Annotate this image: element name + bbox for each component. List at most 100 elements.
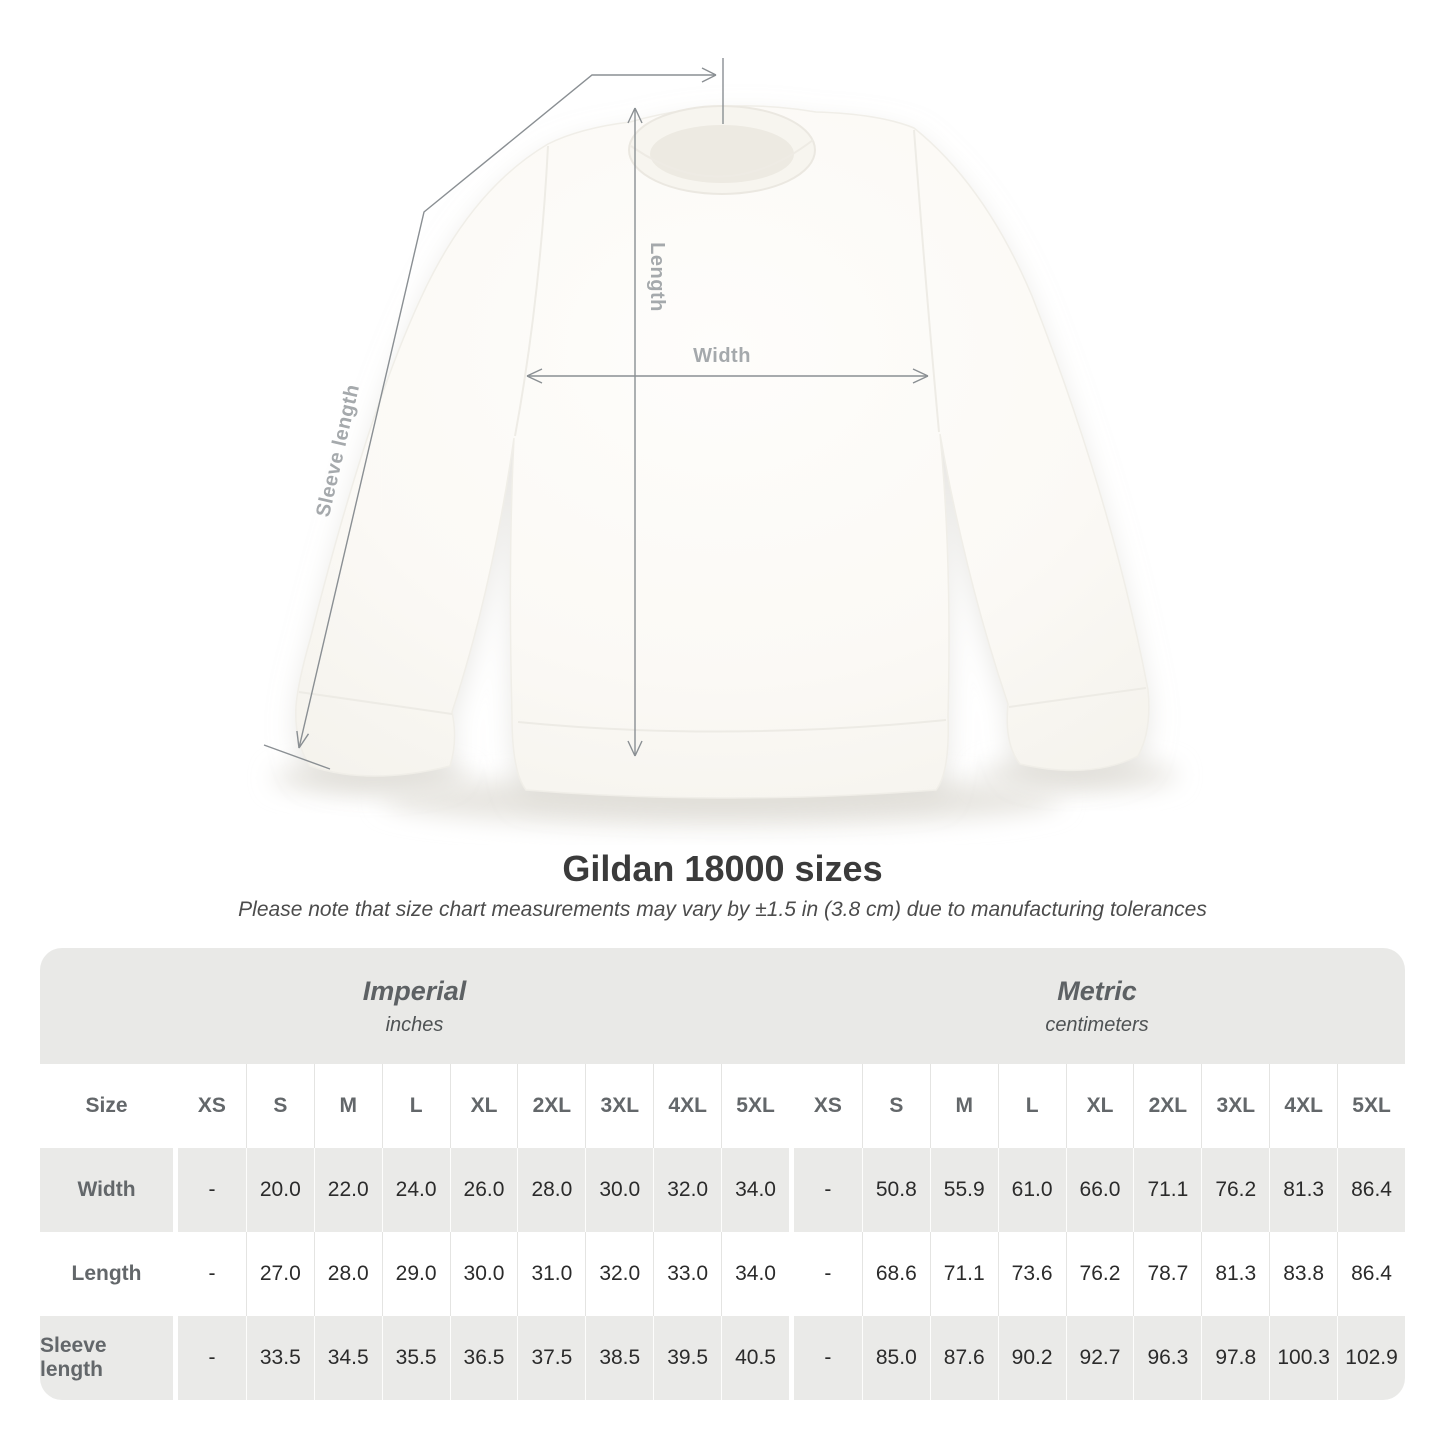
length-dimension bbox=[627, 107, 643, 757]
value-cell: 55.9 bbox=[929, 1148, 998, 1232]
table-header-row: Size XS S M L XL 2XL 3XL 4XL 5XL XS S M … bbox=[40, 1064, 1405, 1148]
sweatshirt-illustration bbox=[295, 105, 1150, 799]
value-cell: 35.5 bbox=[381, 1316, 450, 1400]
value-cell: - bbox=[793, 1232, 862, 1316]
imperial-title: Imperial bbox=[362, 975, 467, 1006]
table-row-sleeve-length: Sleeve length - 33.5 34.5 35.5 36.5 37.5… bbox=[40, 1316, 1405, 1400]
value-cell: - bbox=[793, 1148, 862, 1232]
right-sleeve-seam bbox=[913, 129, 940, 433]
value-cell: 102.9 bbox=[1337, 1316, 1405, 1400]
value-cell: 73.6 bbox=[997, 1232, 1066, 1316]
size-header-cell: XL bbox=[1065, 1064, 1134, 1148]
table-row-length: Length - 27.0 28.0 29.0 30.0 31.0 32.0 3… bbox=[40, 1232, 1405, 1316]
value-cell: - bbox=[178, 1148, 246, 1232]
value-cell: 71.1 bbox=[1133, 1148, 1202, 1232]
width-dimension bbox=[526, 368, 929, 384]
size-header-cell: S bbox=[245, 1064, 314, 1148]
size-header-cell: 3XL bbox=[585, 1064, 654, 1148]
value-cell: 26.0 bbox=[449, 1148, 518, 1232]
value-cell: 78.7 bbox=[1133, 1232, 1202, 1316]
size-header-cell: XS bbox=[793, 1064, 862, 1148]
value-cell: 22.0 bbox=[313, 1148, 382, 1232]
value-cell: - bbox=[178, 1232, 246, 1316]
size-header-cell: 4XL bbox=[1269, 1064, 1338, 1148]
right-cuff-seam bbox=[1008, 687, 1147, 708]
size-header-cell: M bbox=[313, 1064, 382, 1148]
size-header-cell: XL bbox=[449, 1064, 518, 1148]
left-cuff-seam bbox=[298, 691, 453, 715]
value-cell: 50.8 bbox=[861, 1148, 930, 1232]
value-cell: 92.7 bbox=[1065, 1316, 1134, 1400]
size-header-cell: 5XL bbox=[721, 1064, 789, 1148]
value-cell: 39.5 bbox=[653, 1316, 722, 1400]
collar-seam bbox=[630, 139, 814, 178]
value-cell: 85.0 bbox=[861, 1316, 930, 1400]
value-cell: 86.4 bbox=[1337, 1148, 1405, 1232]
size-header-cell: 2XL bbox=[517, 1064, 586, 1148]
row-label: Width bbox=[40, 1148, 173, 1232]
value-cell: 36.5 bbox=[449, 1316, 518, 1400]
sweatshirt-diagram-svg: Width Length Sleeve length bbox=[263, 58, 1178, 826]
sleeve-length-dimension bbox=[263, 58, 724, 770]
page-title: Gildan 18000 sizes bbox=[562, 848, 883, 889]
size-column-header: Size bbox=[40, 1064, 173, 1148]
value-cell: - bbox=[178, 1316, 246, 1400]
value-cell: 38.5 bbox=[585, 1316, 654, 1400]
metric-title: Metric bbox=[1057, 975, 1137, 1006]
value-cell: 30.0 bbox=[585, 1148, 654, 1232]
value-cell: 31.0 bbox=[517, 1232, 586, 1316]
value-cell: - bbox=[793, 1316, 862, 1400]
value-cell: 96.3 bbox=[1133, 1316, 1202, 1400]
value-cell: 27.0 bbox=[245, 1232, 314, 1316]
length-label: Length bbox=[646, 242, 668, 312]
size-diagram: Width Length Sleeve length bbox=[263, 58, 1178, 826]
size-header-cell: 5XL bbox=[1337, 1064, 1405, 1148]
value-cell: 66.0 bbox=[1065, 1148, 1134, 1232]
tolerance-note: Please note that size chart measurements… bbox=[238, 898, 1207, 921]
size-header-cell: 3XL bbox=[1201, 1064, 1270, 1148]
value-cell: 61.0 bbox=[997, 1148, 1066, 1232]
value-cell: 24.0 bbox=[381, 1148, 450, 1232]
value-cell: 32.0 bbox=[653, 1148, 722, 1232]
sweatshirt-body bbox=[295, 105, 1150, 799]
value-cell: 71.1 bbox=[929, 1232, 998, 1316]
value-cell: 83.8 bbox=[1269, 1232, 1338, 1316]
value-cell: 76.2 bbox=[1065, 1232, 1134, 1316]
size-table: Imperial inches Metric centimeters Size … bbox=[40, 948, 1405, 1400]
value-cell: 20.0 bbox=[245, 1148, 314, 1232]
value-cell: 37.5 bbox=[517, 1316, 586, 1400]
size-header-cell: XS bbox=[178, 1064, 246, 1148]
size-header-cell: 2XL bbox=[1133, 1064, 1202, 1148]
value-cell: 90.2 bbox=[997, 1316, 1066, 1400]
collar-inside bbox=[650, 125, 794, 183]
size-header-cell: 4XL bbox=[653, 1064, 722, 1148]
size-header-cell: L bbox=[997, 1064, 1066, 1148]
value-cell: 34.0 bbox=[721, 1148, 789, 1232]
heading-block: Gildan 18000 sizes Please note that size… bbox=[0, 849, 1445, 922]
value-cell: 40.5 bbox=[721, 1316, 789, 1400]
left-sleeve-seam bbox=[514, 145, 549, 437]
value-cell: 34.5 bbox=[313, 1316, 382, 1400]
value-cell: 68.6 bbox=[861, 1232, 930, 1316]
value-cell: 34.0 bbox=[721, 1232, 789, 1316]
size-header-cell: S bbox=[861, 1064, 930, 1148]
metric-section-header: Metric centimeters bbox=[789, 948, 1405, 1064]
value-cell: 30.0 bbox=[449, 1232, 518, 1316]
row-label: Sleeve length bbox=[40, 1316, 173, 1400]
value-cell: 87.6 bbox=[929, 1316, 998, 1400]
imperial-subtitle: inches bbox=[385, 1013, 444, 1036]
imperial-section-header: Imperial inches bbox=[40, 948, 789, 1064]
metric-subtitle: centimeters bbox=[1045, 1013, 1149, 1036]
value-cell: 33.0 bbox=[653, 1232, 722, 1316]
size-header-cell: M bbox=[929, 1064, 998, 1148]
value-cell: 97.8 bbox=[1201, 1316, 1270, 1400]
unit-band: Imperial inches Metric centimeters bbox=[40, 948, 1405, 1064]
value-cell: 100.3 bbox=[1269, 1316, 1338, 1400]
value-cell: 86.4 bbox=[1337, 1232, 1405, 1316]
value-cell: 81.3 bbox=[1269, 1148, 1338, 1232]
value-cell: 32.0 bbox=[585, 1232, 654, 1316]
width-label: Width bbox=[693, 345, 751, 367]
hem-band-seam bbox=[517, 719, 947, 733]
row-label: Length bbox=[40, 1232, 173, 1316]
measurement-lines bbox=[263, 58, 929, 770]
